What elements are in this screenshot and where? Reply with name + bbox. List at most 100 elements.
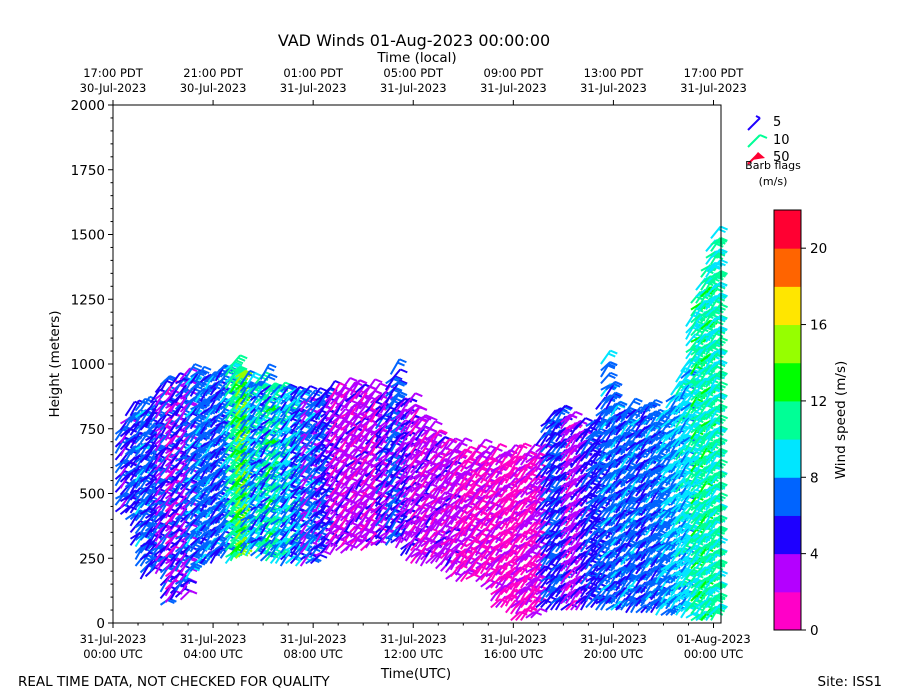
wind-barb (345, 514, 356, 526)
wind-barb (435, 436, 446, 447)
wind-barb (400, 508, 411, 518)
wind-barb (250, 537, 260, 544)
wind-barb (450, 464, 461, 474)
wind-barb (169, 561, 181, 575)
wind-barb (215, 420, 225, 428)
wind-barb (159, 585, 171, 600)
wind-barb (309, 554, 321, 565)
barb-flag (397, 361, 405, 367)
wind-barb (419, 527, 432, 541)
wind-barb (364, 378, 376, 394)
wind-barb (395, 398, 406, 407)
wind-barb (425, 432, 436, 442)
barb-flag (212, 439, 221, 445)
wind-barb (179, 556, 191, 568)
wind-barb (415, 493, 425, 500)
barb-flag (391, 488, 400, 494)
wind-barb (154, 479, 166, 491)
wind-barb (419, 449, 432, 464)
wind-barb (209, 458, 221, 468)
wind-barb (129, 465, 141, 475)
wind-barb (145, 512, 155, 519)
wind-barb (349, 512, 362, 526)
wind-barb (250, 503, 260, 512)
wind-barb (470, 477, 481, 487)
barb-flag (394, 375, 403, 381)
y-axis-label: Height (meters) (47, 310, 63, 417)
wind-barb (454, 437, 466, 453)
barb-flag (179, 572, 187, 578)
wind-barb (470, 554, 481, 565)
barb-flag (394, 376, 402, 382)
wind-barb (395, 486, 406, 497)
barb-flag (349, 377, 358, 382)
wind-barb (119, 505, 131, 515)
wind-barb (374, 435, 387, 449)
wind-barb (310, 509, 321, 519)
wind-barb (319, 475, 332, 489)
barb-flag (454, 571, 463, 577)
barb-flag (289, 383, 298, 389)
wind-barb (124, 489, 136, 501)
wind-barb (370, 516, 381, 527)
wind-barb (189, 502, 201, 514)
wind-barb (379, 385, 391, 401)
barb-flag (428, 495, 437, 501)
wind-barb (455, 559, 466, 570)
wind-barb (455, 482, 466, 492)
wind-barb (290, 486, 300, 494)
wind-barb (480, 445, 492, 458)
barb-flag (397, 381, 405, 387)
wind-barb (354, 405, 367, 420)
wind-barb (209, 391, 221, 403)
wind-barb (400, 441, 411, 453)
wind-barb (260, 419, 270, 426)
barb-flag (419, 406, 428, 411)
wind-barb (169, 405, 181, 420)
wind-barb (169, 483, 181, 497)
wind-barb (215, 387, 225, 395)
wind-barb (475, 572, 486, 583)
wind-barb (259, 396, 271, 407)
wind-barb (339, 377, 351, 392)
wind-barb (154, 435, 166, 446)
wind-barb (440, 461, 451, 469)
wind-barb (189, 536, 201, 547)
wind-barb (435, 503, 446, 512)
top-axis-label: Time (local) (376, 50, 456, 66)
wind-barb (410, 473, 420, 481)
wind-barbs (114, 225, 728, 622)
barb-flag (464, 437, 473, 443)
wind-barb (345, 537, 355, 545)
barb-flag (239, 399, 248, 405)
barb-flag (319, 387, 328, 392)
wind-barb (129, 399, 140, 417)
wind-barb (149, 388, 161, 404)
barb-flag (391, 411, 400, 416)
wind-barb (460, 523, 472, 537)
barb-flag (454, 437, 463, 443)
wind-barb (380, 529, 390, 538)
wind-barb (400, 475, 411, 486)
barb-flag (394, 498, 403, 503)
wind-barb (179, 400, 191, 413)
barb-flag (394, 420, 403, 426)
wind-barb (299, 540, 312, 554)
wind-barb (404, 547, 417, 562)
barb-flag (304, 387, 313, 393)
wind-barb (455, 515, 466, 525)
wind-barb (129, 431, 141, 443)
wind-barb (179, 579, 191, 588)
wind-barb (309, 476, 321, 487)
wind-barb (389, 368, 402, 382)
wind-barb (279, 417, 292, 431)
wind-barb (450, 508, 461, 519)
wind-barb (384, 519, 397, 533)
wind-barb (390, 502, 401, 512)
wind-barb (250, 459, 260, 466)
wind-barb (440, 515, 451, 527)
wind-barb (154, 446, 166, 458)
wind-barb (309, 387, 321, 403)
wind-barb (129, 421, 141, 430)
wind-barb (425, 443, 436, 455)
